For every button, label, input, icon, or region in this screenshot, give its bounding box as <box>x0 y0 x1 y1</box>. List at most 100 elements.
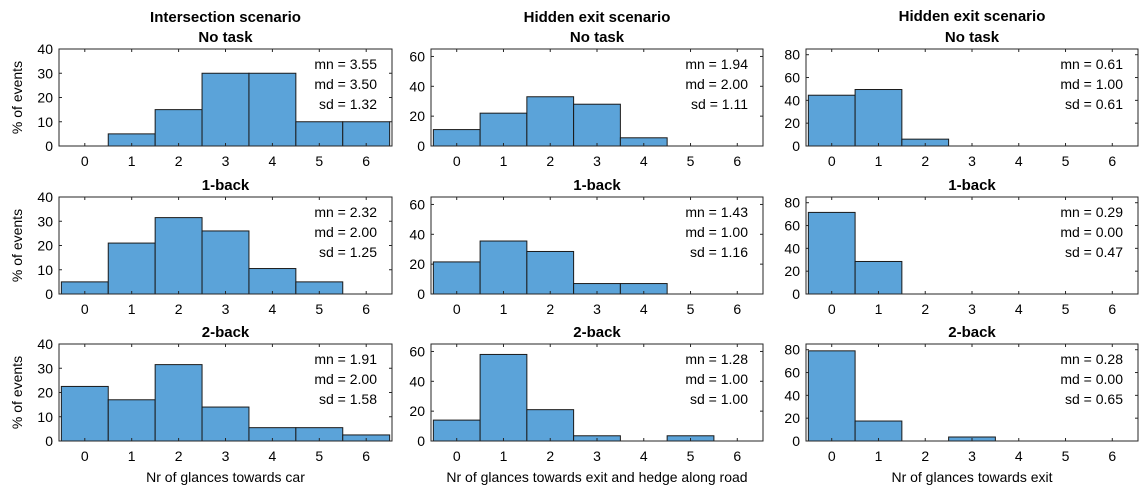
x-tick-label: 4 <box>640 448 648 464</box>
stats-annotation: mn = 1.94 <box>685 56 748 72</box>
panel-subtitle: 2-back <box>573 324 621 341</box>
x-tick-label: 6 <box>733 301 741 317</box>
histogram-bar <box>107 399 156 442</box>
y-tick-label: 40 <box>784 92 800 108</box>
x-tick-label: 4 <box>269 448 277 464</box>
x-tick-label: 3 <box>593 448 601 464</box>
x-tick-label: 2 <box>546 153 554 169</box>
stats-annotation: sd = 1.16 <box>690 244 748 260</box>
y-tick-label: 60 <box>784 365 800 381</box>
x-tick-label: 1 <box>500 153 508 169</box>
x-tick-label: 4 <box>269 153 277 169</box>
stats-annotation: sd = 1.25 <box>319 244 377 260</box>
stats-annotation: md = 3.50 <box>314 76 377 92</box>
y-tick-label: 40 <box>784 387 800 403</box>
histogram-bar <box>201 230 250 295</box>
y-axis-label: % of events <box>9 209 25 282</box>
x-tick-label: 6 <box>733 153 741 169</box>
x-tick-label: 4 <box>269 301 277 317</box>
x-tick-label: 1 <box>875 301 883 317</box>
x-axis-label: Nr of glances towards car <box>146 469 305 485</box>
chart-panel: 2-back 0 1 2 3 4 5 6 0 10 20 30 40 mn = 1.91 md = 2.00… <box>37 324 393 464</box>
x-tick-label: 0 <box>81 153 89 169</box>
y-tick-label: 60 <box>784 70 800 86</box>
column-title: Hidden exit scenario <box>524 9 671 26</box>
x-tick-label: 5 <box>1062 448 1070 464</box>
stats-annotation: md = 1.00 <box>685 371 748 387</box>
y-tick-label: 30 <box>37 360 53 376</box>
panel-subtitle: No task <box>570 29 625 46</box>
histogram-bar <box>154 364 203 442</box>
y-tick-label: 60 <box>784 218 800 234</box>
histogram-bar <box>432 419 481 442</box>
y-tick-label: 40 <box>409 78 425 94</box>
histogram-bar <box>479 353 528 442</box>
x-tick-label: 1 <box>128 153 136 169</box>
x-tick-label: 5 <box>687 153 695 169</box>
x-tick-label: 6 <box>362 153 370 169</box>
x-tick-label: 4 <box>640 301 648 317</box>
y-tick-label: 0 <box>45 286 53 302</box>
x-tick-label: 3 <box>222 301 230 317</box>
histogram-bar <box>60 385 109 442</box>
x-tick-label: 5 <box>687 448 695 464</box>
x-tick-label: 5 <box>687 301 695 317</box>
y-tick-label: 40 <box>409 226 425 242</box>
histogram-bar <box>526 409 575 442</box>
histogram-bar <box>201 406 250 442</box>
x-tick-label: 0 <box>453 301 461 317</box>
stats-annotation: sd = 1.58 <box>319 391 377 407</box>
x-tick-label: 5 <box>1062 301 1070 317</box>
x-tick-label: 6 <box>1108 301 1116 317</box>
histogram-bar <box>479 240 528 295</box>
y-tick-label: 80 <box>784 195 800 211</box>
stats-annotation: sd = 0.65 <box>1065 391 1123 407</box>
stats-annotation: md = 2.00 <box>685 76 748 92</box>
stats-annotation: md = 2.00 <box>314 371 377 387</box>
y-tick-label: 60 <box>409 343 425 359</box>
x-tick-label: 6 <box>1108 448 1116 464</box>
y-tick-label: 20 <box>784 263 800 279</box>
stats-annotation: md = 0.00 <box>1060 371 1123 387</box>
y-tick-label: 0 <box>45 433 53 449</box>
x-tick-label: 5 <box>315 448 323 464</box>
x-tick-label: 2 <box>921 153 929 169</box>
y-tick-label: 40 <box>37 41 53 57</box>
y-tick-label: 0 <box>792 433 800 449</box>
stats-annotation: md = 0.00 <box>1060 224 1123 240</box>
x-tick-label: 4 <box>640 153 648 169</box>
x-tick-label: 4 <box>1015 301 1023 317</box>
panel-subtitle: 1-back <box>573 177 621 194</box>
x-tick-label: 2 <box>546 301 554 317</box>
y-tick-label: 20 <box>409 256 425 272</box>
y-tick-label: 0 <box>45 138 53 154</box>
y-tick-label: 30 <box>37 65 53 81</box>
x-tick-label: 2 <box>175 301 183 317</box>
y-tick-label: 40 <box>37 336 53 352</box>
histogram-bar <box>201 72 250 147</box>
x-tick-label: 4 <box>1015 153 1023 169</box>
panel-subtitle: No task <box>198 29 253 46</box>
histogram-bar <box>342 121 391 147</box>
stats-annotation: mn = 3.55 <box>314 56 377 72</box>
stats-annotation: sd = 1.00 <box>690 391 748 407</box>
x-tick-label: 6 <box>733 448 741 464</box>
y-tick-label: 0 <box>792 138 800 154</box>
histogram-bar <box>807 94 856 147</box>
x-tick-label: 0 <box>828 448 836 464</box>
panel-subtitle: 2-back <box>948 324 996 341</box>
x-tick-label: 6 <box>362 448 370 464</box>
x-tick-label: 3 <box>968 448 976 464</box>
x-tick-label: 3 <box>593 301 601 317</box>
x-tick-label: 5 <box>1062 153 1070 169</box>
stats-annotation: sd = 0.47 <box>1065 244 1123 260</box>
y-tick-label: 20 <box>784 115 800 131</box>
y-tick-label: 60 <box>409 196 425 212</box>
panel-subtitle: 1-back <box>948 177 996 194</box>
y-tick-label: 20 <box>409 108 425 124</box>
y-tick-label: 30 <box>37 213 53 229</box>
x-tick-label: 6 <box>362 301 370 317</box>
